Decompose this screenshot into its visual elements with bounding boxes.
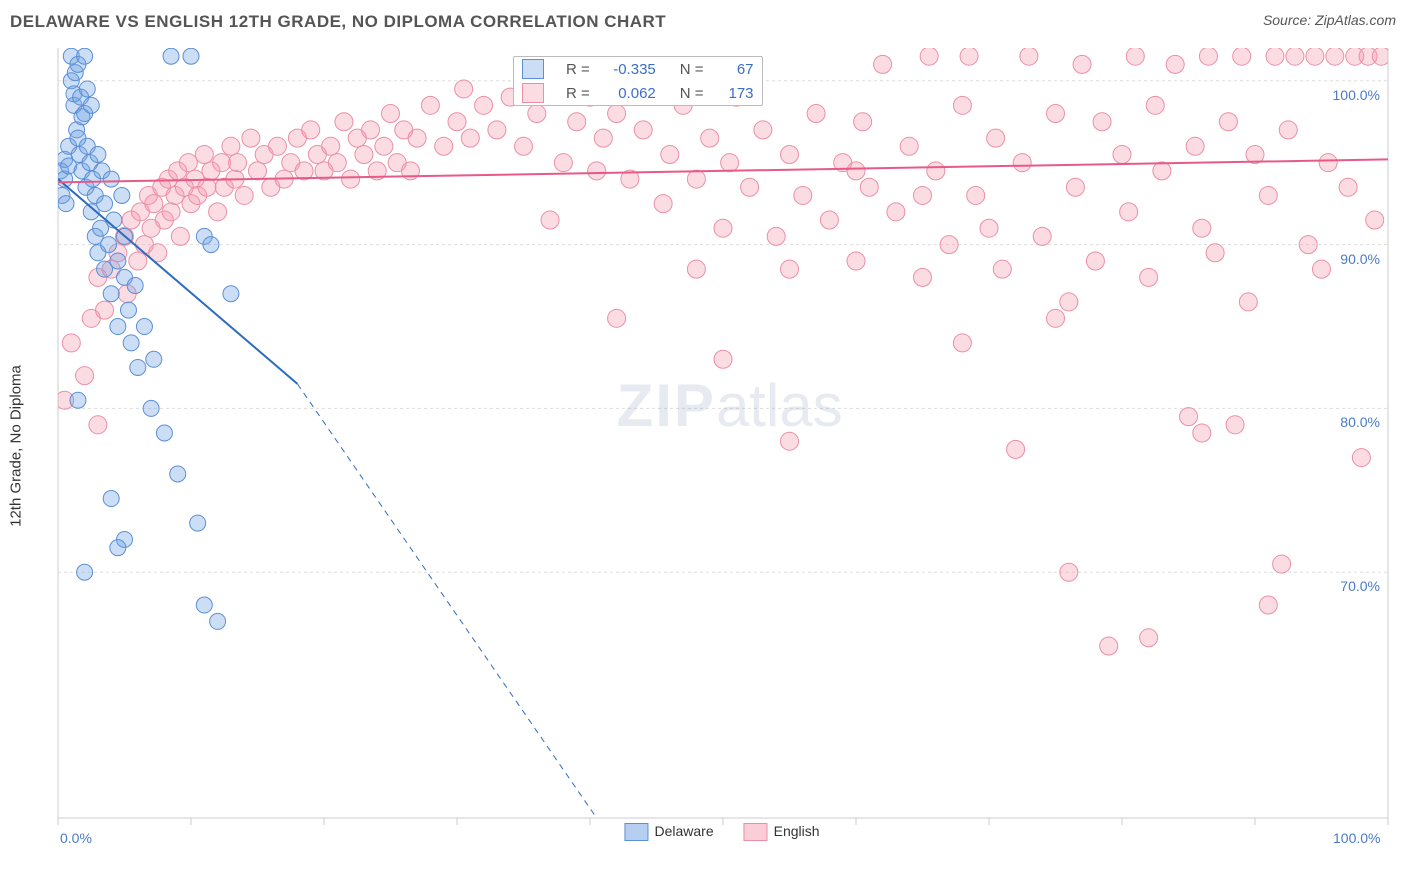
y-tick-label: 80.0% [1320,414,1380,430]
scatter-chart [48,48,1396,838]
y-tick-label: 100.0% [1320,87,1380,103]
legend-item: English [744,823,820,841]
chart-container: ZIPatlas R =-0.335N =67R =0.062N =173 70… [48,48,1396,838]
legend-row: R =0.062N =173 [514,81,762,105]
correlation-legend: R =-0.335N =67R =0.062N =173 [513,56,763,106]
legend-item: Delaware [624,823,713,841]
series-legend: DelawareEnglish [624,828,819,836]
chart-title: DELAWARE VS ENGLISH 12TH GRADE, NO DIPLO… [10,12,666,31]
x-tick-label: 100.0% [1333,830,1380,846]
y-tick-label: 70.0% [1320,578,1380,594]
legend-row: R =-0.335N =67 [514,57,762,81]
x-tick-label: 0.0% [60,830,92,846]
y-axis-title: 12th Grade, No Diploma [8,365,25,527]
source-attribution: Source: ZipAtlas.com [1263,12,1396,28]
y-tick-label: 90.0% [1320,251,1380,267]
